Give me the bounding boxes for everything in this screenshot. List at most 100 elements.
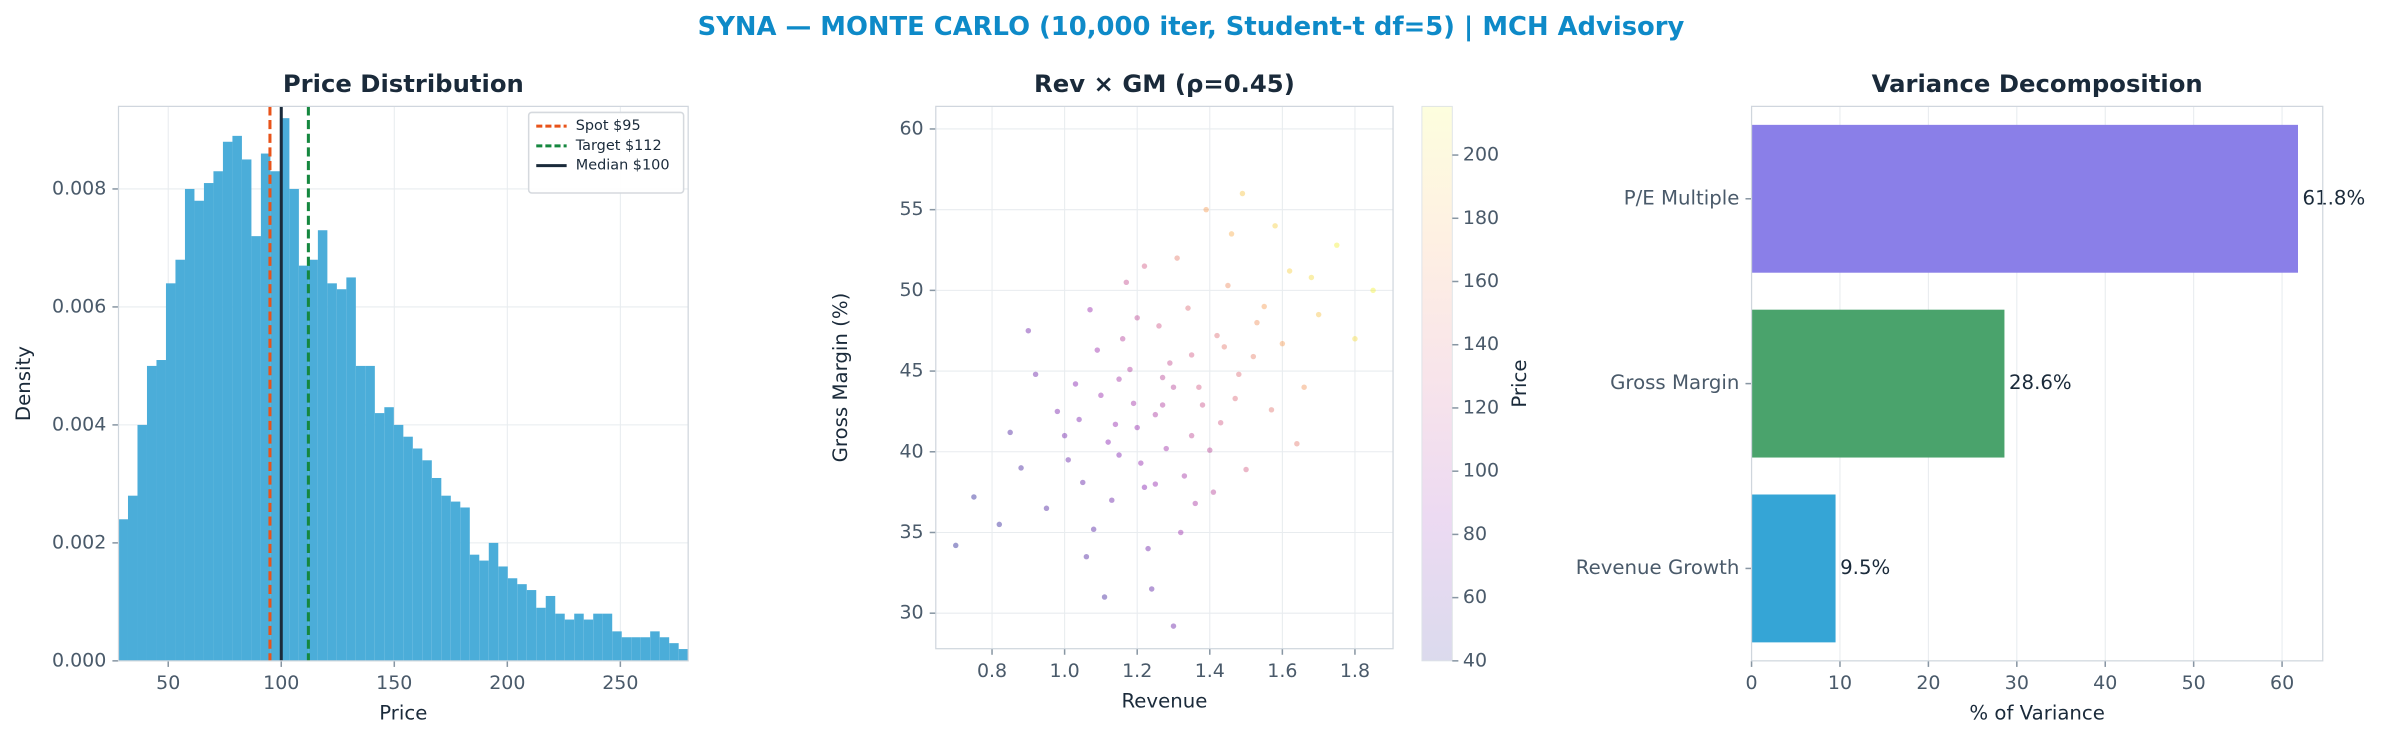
histogram-bar	[488, 542, 499, 661]
scatter-point	[1232, 395, 1238, 402]
scatter-point	[1116, 376, 1122, 382]
histogram-bar	[393, 424, 404, 661]
scatter-point	[1196, 384, 1202, 390]
y-tick-label: 0.002	[52, 531, 106, 553]
scatter-point	[1101, 594, 1108, 600]
plot-title: Variance Decomposition	[1872, 69, 2203, 98]
scatter-point	[1334, 242, 1340, 248]
scatter-point	[1148, 586, 1155, 592]
histogram-bar	[555, 613, 565, 661]
scatter-point	[1094, 347, 1101, 353]
scatter-point	[996, 521, 1003, 528]
histogram-bar	[156, 360, 166, 661]
histogram-bar	[422, 460, 432, 661]
y-tick-label: 35	[899, 521, 923, 543]
colorbar-tick-label: 200	[1463, 144, 1499, 166]
scatter-point	[1254, 319, 1260, 326]
scatter-point	[1138, 460, 1144, 466]
scatter-point	[1185, 305, 1191, 311]
scatter-point	[1145, 545, 1151, 552]
scatter-point	[1105, 439, 1111, 445]
x-tick-label: 150	[376, 672, 412, 694]
scatter-point	[1061, 432, 1068, 439]
plot-title: Rev × GM (ρ=0.45)	[1034, 69, 1295, 98]
histogram-bar	[365, 365, 375, 661]
histogram-bar	[137, 424, 147, 661]
histogram-bar	[650, 631, 660, 661]
histogram-bar	[336, 289, 347, 661]
scatter-point	[1181, 473, 1188, 479]
scatter-point	[1134, 424, 1140, 431]
value-label: 28.6%	[2009, 371, 2072, 394]
x-tick-label: 50	[156, 672, 180, 694]
scatter-point	[1025, 327, 1032, 334]
histogram-bar	[317, 230, 328, 661]
scatter-point	[1188, 432, 1195, 439]
colorbar	[1421, 105, 1453, 662]
scatter-point	[1210, 489, 1217, 495]
scatter-point	[1141, 484, 1148, 491]
colorbar-tick-label: 40	[1463, 649, 1487, 671]
histogram-bar	[469, 554, 480, 661]
scatter-point	[1116, 452, 1122, 458]
scatter-point	[1214, 332, 1220, 339]
scatter-point	[1134, 315, 1140, 321]
scatter-point	[1007, 429, 1013, 436]
scatter-point	[1141, 263, 1148, 269]
scatter-point	[1123, 279, 1130, 286]
x-tick-label: 100	[263, 672, 299, 694]
scatter-point	[1279, 340, 1286, 347]
histogram-bar	[412, 448, 423, 661]
x-tick-label: 0.8	[977, 660, 1007, 682]
scatter-point	[1250, 353, 1257, 360]
x-tick-label: 60	[2270, 672, 2294, 694]
histogram-bar	[289, 188, 299, 661]
scatter-point	[1261, 303, 1267, 310]
scatter-point	[1054, 408, 1061, 415]
scatter-point	[1152, 411, 1159, 418]
x-axis-label: % of Variance	[1969, 702, 2105, 725]
scatter-point	[1076, 416, 1082, 423]
histogram-bar	[127, 495, 138, 661]
scatter-point	[1170, 623, 1177, 629]
histogram-bar	[526, 590, 537, 661]
histogram-bar	[678, 649, 689, 661]
scatter-point	[1308, 274, 1315, 281]
scatter-point	[1090, 526, 1097, 532]
scatter-point	[1207, 447, 1213, 453]
y-tick-label: P/E Multiple	[1624, 186, 1740, 209]
scatter-point	[1352, 336, 1358, 342]
x-tick-label: 0	[1746, 672, 1758, 694]
scatter-point	[1032, 371, 1039, 378]
scatter-point	[1236, 371, 1242, 378]
scatter-point	[1119, 336, 1126, 342]
scatter-point	[1294, 440, 1300, 447]
scatter-point	[1203, 206, 1209, 213]
bar	[1751, 124, 2298, 273]
x-tick-label: 50	[2182, 672, 2206, 694]
histogram-bar	[222, 141, 233, 661]
histogram-bar	[612, 631, 622, 661]
y-tick-label: 50	[899, 279, 923, 301]
histogram-bar	[118, 519, 128, 661]
y-tick-label: 0.008	[52, 177, 106, 199]
scatter-point	[1083, 553, 1090, 560]
histogram-bar	[213, 171, 223, 661]
histogram-bar	[479, 560, 489, 661]
scatter-point	[1178, 529, 1184, 536]
colorbar-tick-label: 100	[1463, 460, 1499, 482]
histogram-bar	[184, 188, 195, 661]
scatter-point	[1043, 505, 1050, 512]
y-tick-label: 40	[899, 440, 923, 462]
legend-label: Target $112	[575, 138, 662, 154]
histogram-bar	[270, 171, 280, 661]
scatter-point	[1163, 445, 1169, 452]
scatter-point	[1065, 457, 1071, 463]
histogram-bar	[564, 619, 575, 661]
histogram-bar	[232, 135, 242, 661]
x-axis-label: Price	[379, 702, 427, 725]
y-tick-label: Revenue Growth	[1576, 556, 1740, 579]
y-axis-label: Gross Margin (%)	[829, 293, 852, 463]
x-tick-label: 40	[2093, 672, 2117, 694]
